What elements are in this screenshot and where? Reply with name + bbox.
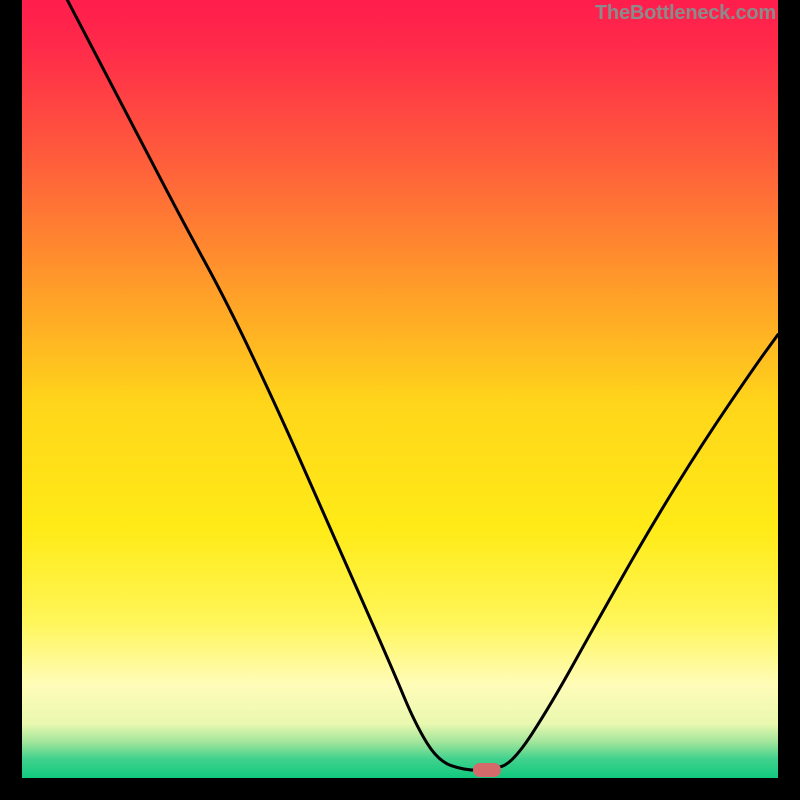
bottleneck-chart xyxy=(22,0,778,778)
minimum-marker xyxy=(473,763,501,777)
minimum-marker-pill xyxy=(473,763,501,777)
watermark-text: TheBottleneck.com xyxy=(595,2,776,25)
plot-area xyxy=(22,0,778,778)
gradient-background xyxy=(22,0,778,778)
